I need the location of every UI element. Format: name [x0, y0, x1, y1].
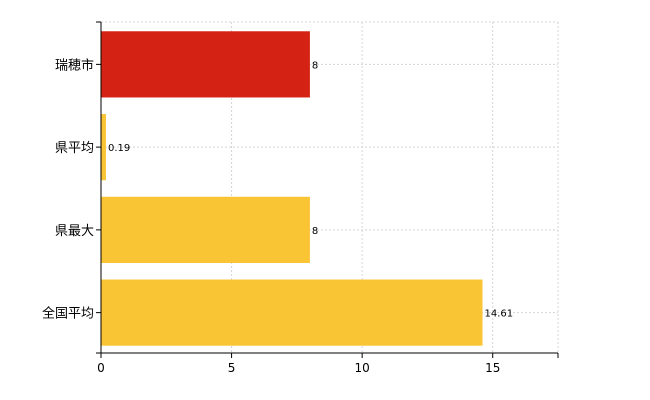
- data-label: 0.19: [108, 143, 130, 154]
- data-labels: 8 0.19 8 14.61: [108, 60, 513, 319]
- category-label: 県最大: [55, 224, 94, 239]
- x-tick-label: 15: [485, 361, 500, 375]
- x-tick-label: 0: [97, 361, 105, 375]
- data-label: 8: [312, 60, 318, 71]
- bars: [101, 31, 483, 346]
- category-label: 県平均: [55, 141, 94, 156]
- bar: [101, 31, 310, 98]
- x-tick-label: 5: [228, 361, 236, 375]
- x-tick-label: 10: [355, 361, 370, 375]
- category-label: 瑞穂市: [55, 57, 94, 73]
- data-label: 14.61: [485, 309, 514, 320]
- data-label: 8: [312, 226, 318, 237]
- bar: [101, 279, 483, 346]
- category-label: 全国平均: [42, 306, 94, 322]
- bar: [101, 114, 106, 181]
- bar: [101, 196, 310, 263]
